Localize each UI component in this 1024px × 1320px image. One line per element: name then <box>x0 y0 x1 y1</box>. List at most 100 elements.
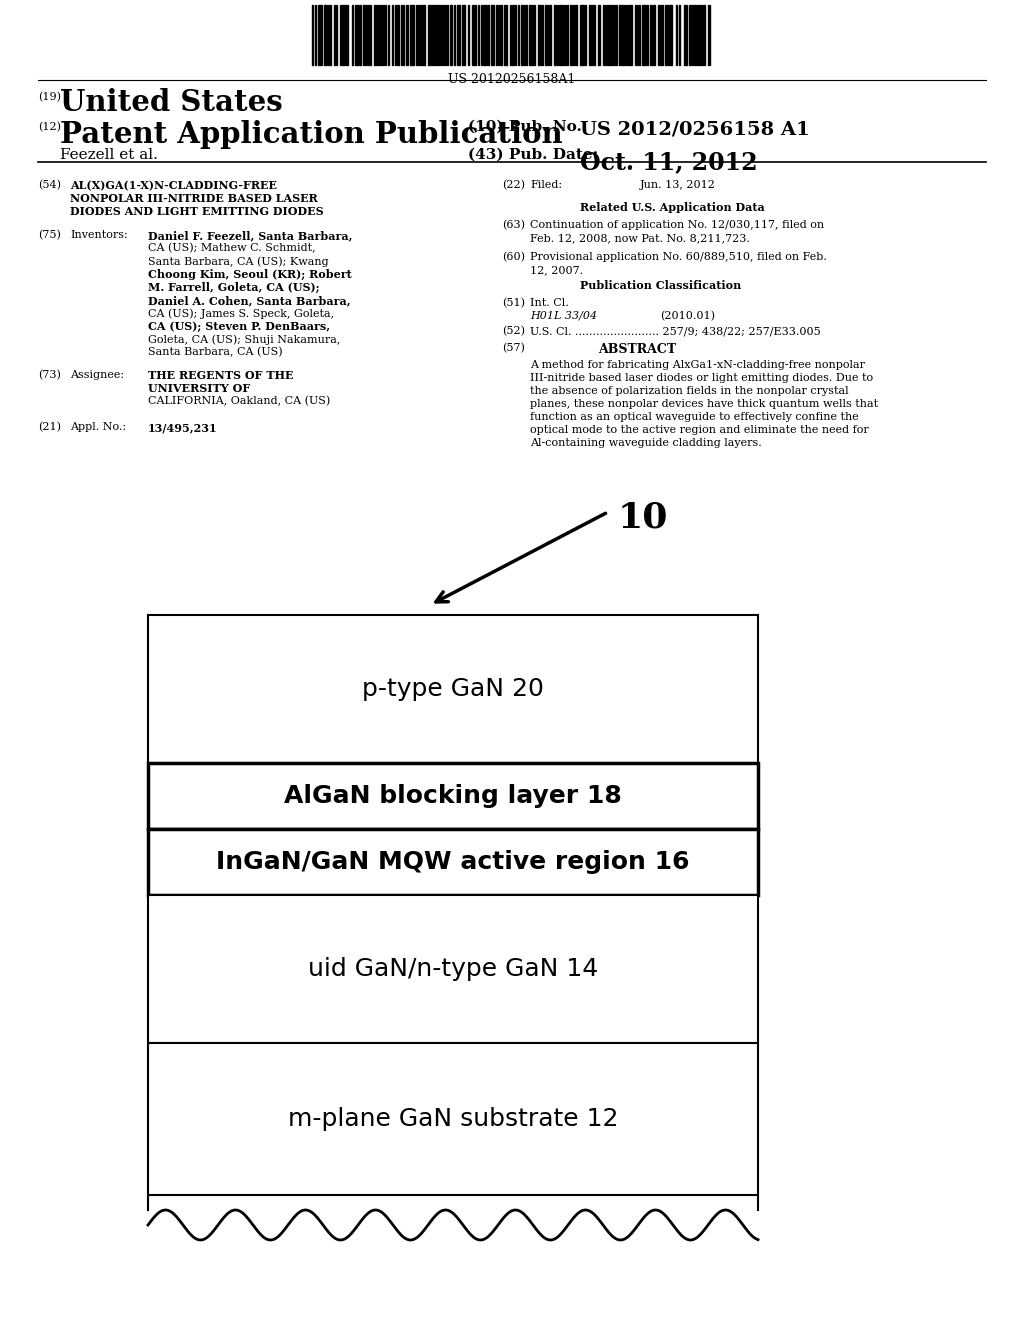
Text: CA (US); James S. Speck, Goleta,: CA (US); James S. Speck, Goleta, <box>148 308 334 318</box>
Text: (54): (54) <box>38 180 61 190</box>
Text: (10) Pub. No.:: (10) Pub. No.: <box>468 120 588 135</box>
Bar <box>559 5 562 65</box>
Bar <box>607 5 610 65</box>
Bar <box>668 5 672 65</box>
Bar <box>148 895 758 1043</box>
Bar <box>512 5 514 65</box>
Bar <box>474 5 476 65</box>
Bar <box>377 5 379 65</box>
Bar <box>694 5 696 65</box>
Text: (19): (19) <box>38 92 61 103</box>
Text: Related U.S. Application Data: Related U.S. Application Data <box>580 202 765 213</box>
Bar <box>406 5 408 65</box>
Bar <box>650 5 652 65</box>
Text: UNIVERSITY OF: UNIVERSITY OF <box>148 383 250 393</box>
Text: planes, these nonpolar devices have thick quantum wells that: planes, these nonpolar devices have thic… <box>530 399 879 409</box>
Text: 12, 2007.: 12, 2007. <box>530 265 583 275</box>
Bar <box>410 5 414 65</box>
Text: US 2012/0256158 A1: US 2012/0256158 A1 <box>580 120 810 139</box>
Text: AlGaN blocking layer 18: AlGaN blocking layer 18 <box>284 784 622 808</box>
Text: CA (US); Mathew C. Schmidt,: CA (US); Mathew C. Schmidt, <box>148 243 315 253</box>
Bar <box>538 5 541 65</box>
Bar <box>148 829 758 895</box>
Text: uid GaN/n-type GaN 14: uid GaN/n-type GaN 14 <box>308 957 598 981</box>
Text: Choong Kim, Seoul (KR); Robert: Choong Kim, Seoul (KR); Robert <box>148 269 352 280</box>
Bar <box>432 5 435 65</box>
Text: Daniel F. Feezell, Santa Barbara,: Daniel F. Feezell, Santa Barbara, <box>148 230 352 242</box>
Bar <box>618 5 621 65</box>
Text: InGaN/GaN MQW active region 16: InGaN/GaN MQW active region 16 <box>216 850 690 874</box>
Text: Continuation of application No. 12/030,117, filed on: Continuation of application No. 12/030,1… <box>530 220 824 230</box>
Text: 10: 10 <box>618 500 669 535</box>
Text: U.S. Cl. ........................ 257/9; 438/22; 257/E33.005: U.S. Cl. ........................ 257/9;… <box>530 326 821 337</box>
Text: p-type GaN 20: p-type GaN 20 <box>362 677 544 701</box>
Bar <box>500 5 502 65</box>
Bar <box>450 5 452 65</box>
Bar <box>549 5 551 65</box>
Bar <box>148 763 758 829</box>
Bar <box>589 5 592 65</box>
Text: DIODES AND LIGHT EMITTING DIODES: DIODES AND LIGHT EMITTING DIODES <box>70 206 324 216</box>
Text: Provisional application No. 60/889,510, filed on Feb.: Provisional application No. 60/889,510, … <box>530 252 826 261</box>
Bar <box>575 5 577 65</box>
Text: AL(X)GA(1-X)N-CLADDING-FREE: AL(X)GA(1-X)N-CLADDING-FREE <box>70 180 278 191</box>
Bar <box>483 5 486 65</box>
Text: Feb. 12, 2008, now Pat. No. 8,211,723.: Feb. 12, 2008, now Pat. No. 8,211,723. <box>530 234 750 243</box>
Text: optical mode to the active region and eliminate the need for: optical mode to the active region and el… <box>530 425 868 436</box>
Text: A method for fabricating AlxGa1-xN-cladding-free nonpolar: A method for fabricating AlxGa1-xN-cladd… <box>530 360 865 370</box>
Bar <box>598 5 600 65</box>
Text: (63): (63) <box>502 220 525 230</box>
Text: 13/495,231: 13/495,231 <box>148 422 218 433</box>
Text: (43) Pub. Date:: (43) Pub. Date: <box>468 148 598 162</box>
Bar <box>421 5 425 65</box>
Bar <box>428 5 431 65</box>
Bar <box>708 5 710 65</box>
Text: Daniel A. Cohen, Santa Barbara,: Daniel A. Cohen, Santa Barbara, <box>148 294 350 306</box>
Bar <box>703 5 705 65</box>
Bar <box>653 5 655 65</box>
Text: the absence of polarization fields in the nonpolar crystal: the absence of polarization fields in th… <box>530 385 849 396</box>
Bar <box>382 5 384 65</box>
Text: United States: United States <box>60 88 283 117</box>
Text: CA (US); Steven P. DenBaars,: CA (US); Steven P. DenBaars, <box>148 321 330 333</box>
Bar <box>504 5 507 65</box>
Bar <box>342 5 345 65</box>
Bar <box>355 5 358 65</box>
Text: Publication Classification: Publication Classification <box>580 280 741 290</box>
Bar <box>148 1043 758 1195</box>
Bar <box>642 5 645 65</box>
Bar <box>545 5 548 65</box>
Bar <box>148 615 758 763</box>
Bar <box>570 5 572 65</box>
Text: Jun. 13, 2012: Jun. 13, 2012 <box>640 180 716 190</box>
Text: US 20120256158A1: US 20120256158A1 <box>449 73 575 86</box>
Bar <box>662 5 663 65</box>
Bar <box>318 5 322 65</box>
Bar <box>324 5 326 65</box>
Bar <box>697 5 700 65</box>
Bar <box>665 5 667 65</box>
Text: Goleta, CA (US); Shuji Nakamura,: Goleta, CA (US); Shuji Nakamura, <box>148 334 340 345</box>
Bar <box>438 5 440 65</box>
Bar <box>462 5 465 65</box>
Text: Filed:: Filed: <box>530 180 562 190</box>
Bar <box>418 5 420 65</box>
Text: function as an optical waveguide to effectively confine the: function as an optical waveguide to effe… <box>530 412 859 422</box>
Text: (12): (12) <box>38 121 61 132</box>
Text: (73): (73) <box>38 370 60 380</box>
Bar <box>554 5 556 65</box>
Text: Al-containing waveguide cladding layers.: Al-containing waveguide cladding layers. <box>530 438 762 447</box>
Bar <box>329 5 331 65</box>
Text: NONPOLAR III-NITRIDE BASED LASER: NONPOLAR III-NITRIDE BASED LASER <box>70 193 317 205</box>
Bar <box>684 5 687 65</box>
Bar <box>593 5 595 65</box>
Bar <box>362 5 365 65</box>
Text: (51): (51) <box>502 298 525 309</box>
Text: (52): (52) <box>502 326 525 337</box>
Text: Santa Barbara, CA (US): Santa Barbara, CA (US) <box>148 347 283 358</box>
Text: Int. Cl.: Int. Cl. <box>530 298 568 308</box>
Bar <box>397 5 399 65</box>
Text: (22): (22) <box>502 180 525 190</box>
Bar <box>346 5 348 65</box>
Text: Feezell et al.: Feezell et al. <box>60 148 158 162</box>
